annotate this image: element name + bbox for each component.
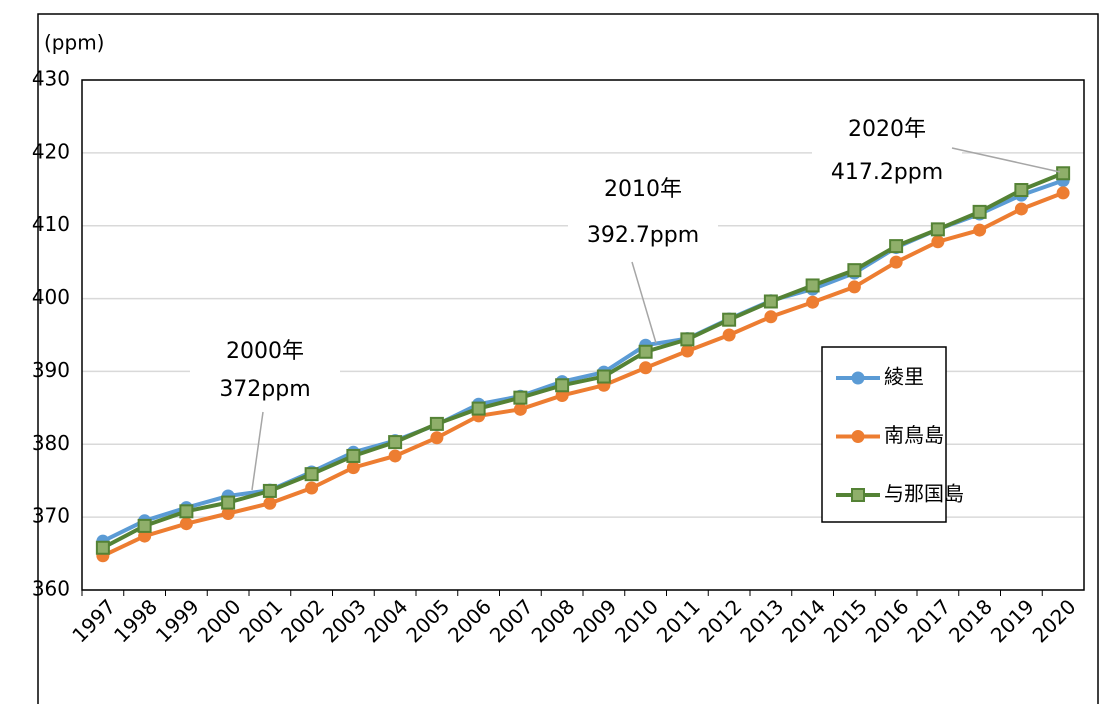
marker xyxy=(680,344,694,358)
marker xyxy=(1014,202,1028,216)
x-tick-label: 1998 xyxy=(109,594,162,647)
x-tick-label: 2014 xyxy=(777,594,830,647)
y-axis-label: (ppm) xyxy=(44,31,104,55)
x-tick-label: 2001 xyxy=(234,594,287,647)
marker xyxy=(430,431,444,445)
y-tick-label: 420 xyxy=(32,139,70,163)
marker xyxy=(972,204,987,219)
leader-line xyxy=(951,147,1061,173)
marker xyxy=(806,295,820,309)
x-tick-label: 2010 xyxy=(610,594,663,647)
x-tick-label: 2020 xyxy=(1028,594,1081,647)
marker xyxy=(179,517,193,531)
legend-label: 綾里 xyxy=(884,365,924,389)
series-line xyxy=(102,191,1064,558)
y-tick-label: 390 xyxy=(32,358,70,382)
marker xyxy=(262,483,277,498)
outer-frame xyxy=(37,13,1099,704)
marker xyxy=(851,371,865,385)
x-tick-label: 2013 xyxy=(735,594,788,647)
marker xyxy=(722,328,736,342)
leader-line xyxy=(251,411,264,491)
y-tick-label: 410 xyxy=(32,212,70,236)
marker xyxy=(851,430,865,443)
x-tick-label: 1997 xyxy=(67,594,120,647)
marker xyxy=(847,280,861,294)
legend-label: 与那国島 xyxy=(884,482,964,506)
marker xyxy=(555,378,570,393)
x-tick-label: 2004 xyxy=(360,594,413,647)
x-tick-label: 2012 xyxy=(694,594,747,647)
marker xyxy=(346,461,360,475)
annotation: 372ppm xyxy=(219,377,310,402)
y-tick-label: 380 xyxy=(32,431,70,455)
marker xyxy=(639,361,653,375)
x-tick-label: 2000 xyxy=(193,594,246,647)
marker xyxy=(1056,186,1070,200)
annotation-bg xyxy=(568,170,718,256)
marker xyxy=(1056,166,1071,181)
legend-label: 南鳥島 xyxy=(884,423,944,447)
x-tick-label: 2005 xyxy=(401,594,454,647)
marker xyxy=(847,263,862,278)
marker xyxy=(763,294,778,309)
x-tick-label: 2016 xyxy=(861,594,914,647)
marker xyxy=(638,344,653,359)
annotation: 2020年 xyxy=(848,117,926,142)
x-tick-label: 2009 xyxy=(568,594,621,647)
y-tick-label: 370 xyxy=(32,504,70,528)
x-tick-label: 2011 xyxy=(652,594,705,647)
marker xyxy=(513,390,528,405)
marker xyxy=(596,369,611,384)
x-tick-label: 2002 xyxy=(276,594,329,647)
y-tick-label: 360 xyxy=(32,577,70,601)
marker xyxy=(429,416,444,431)
x-tick-label: 2006 xyxy=(443,594,496,647)
marker xyxy=(388,449,402,463)
marker xyxy=(346,448,361,463)
x-tick-label: 2007 xyxy=(485,594,538,647)
marker xyxy=(137,518,152,533)
annotation: 2010年 xyxy=(604,177,682,202)
annotation: 392.7ppm xyxy=(587,223,699,248)
y-tick-label: 430 xyxy=(32,67,70,91)
x-tick-label: 1999 xyxy=(151,594,204,647)
x-tick-label: 2008 xyxy=(527,594,580,647)
annotation-bg xyxy=(190,332,340,410)
marker xyxy=(304,467,319,482)
marker xyxy=(805,278,820,293)
marker xyxy=(889,255,903,269)
x-tick-label: 2017 xyxy=(902,594,955,647)
marker xyxy=(973,223,987,237)
marker xyxy=(388,435,403,450)
x-tick-label: 2018 xyxy=(944,594,997,647)
marker xyxy=(305,481,319,495)
y-tick-label: 400 xyxy=(32,285,70,309)
annotation: 2000年 xyxy=(226,339,304,364)
x-tick-label: 2003 xyxy=(318,594,371,647)
marker xyxy=(263,496,277,510)
marker xyxy=(471,401,486,416)
marker xyxy=(722,312,737,327)
annotation-bg xyxy=(812,110,962,193)
marker xyxy=(221,495,236,510)
x-tick-label: 2019 xyxy=(986,594,1039,647)
marker xyxy=(931,235,945,249)
annotation: 417.2ppm xyxy=(831,160,943,185)
marker xyxy=(179,504,194,519)
marker xyxy=(680,332,695,347)
marker xyxy=(930,222,945,237)
x-tick-label: 2015 xyxy=(819,594,872,647)
marker xyxy=(95,540,110,555)
leader-line xyxy=(631,261,657,344)
marker xyxy=(513,402,527,416)
marker xyxy=(764,310,778,324)
marker xyxy=(1014,183,1029,198)
marker xyxy=(851,488,865,502)
marker xyxy=(221,507,235,520)
marker xyxy=(889,239,904,254)
